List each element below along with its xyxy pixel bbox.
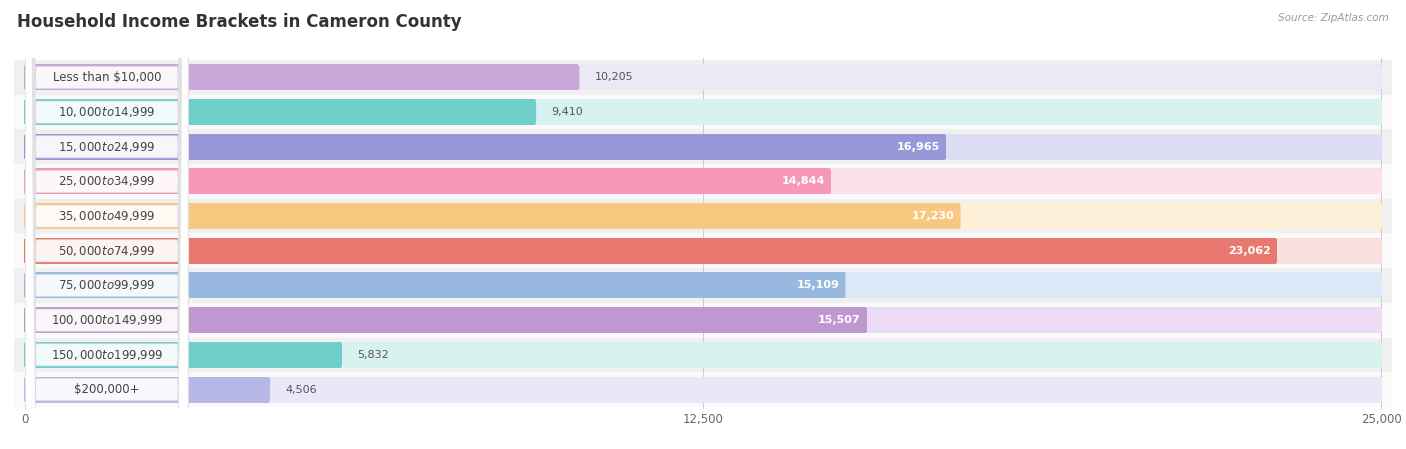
Bar bbox=[0, 164, 1406, 199]
FancyBboxPatch shape bbox=[25, 0, 188, 449]
Text: 10,205: 10,205 bbox=[595, 72, 633, 83]
Bar bbox=[0, 372, 1406, 407]
Bar bbox=[25, 342, 342, 368]
Text: $10,000 to $14,999: $10,000 to $14,999 bbox=[58, 105, 156, 119]
Text: 5,832: 5,832 bbox=[357, 350, 389, 360]
FancyBboxPatch shape bbox=[25, 0, 188, 449]
Bar bbox=[0, 303, 1406, 338]
Bar bbox=[25, 168, 830, 194]
Bar bbox=[25, 65, 1381, 90]
Text: 23,062: 23,062 bbox=[1227, 246, 1271, 256]
FancyBboxPatch shape bbox=[25, 0, 188, 449]
Text: $100,000 to $149,999: $100,000 to $149,999 bbox=[51, 313, 163, 327]
Text: 15,507: 15,507 bbox=[818, 315, 860, 325]
Bar bbox=[25, 168, 1381, 194]
Text: $25,000 to $34,999: $25,000 to $34,999 bbox=[58, 175, 156, 189]
FancyBboxPatch shape bbox=[25, 0, 188, 449]
Bar bbox=[25, 307, 1381, 333]
FancyBboxPatch shape bbox=[25, 0, 188, 449]
FancyBboxPatch shape bbox=[25, 0, 188, 449]
Bar bbox=[25, 134, 1381, 160]
Bar bbox=[0, 60, 1406, 95]
Bar bbox=[25, 99, 536, 125]
Text: $15,000 to $24,999: $15,000 to $24,999 bbox=[58, 140, 156, 154]
Bar bbox=[0, 199, 1406, 233]
FancyBboxPatch shape bbox=[25, 0, 188, 449]
Bar bbox=[0, 233, 1406, 268]
Bar bbox=[25, 273, 845, 299]
Text: 15,109: 15,109 bbox=[796, 281, 839, 291]
Text: 4,506: 4,506 bbox=[285, 384, 318, 395]
Text: 16,965: 16,965 bbox=[897, 142, 939, 152]
Text: $200,000+: $200,000+ bbox=[75, 383, 139, 396]
Bar bbox=[0, 95, 1406, 129]
Bar bbox=[25, 203, 959, 229]
Text: $75,000 to $99,999: $75,000 to $99,999 bbox=[58, 278, 156, 292]
Text: 17,230: 17,230 bbox=[911, 211, 955, 221]
Bar bbox=[25, 238, 1381, 264]
Text: 14,844: 14,844 bbox=[782, 176, 825, 186]
Bar bbox=[25, 238, 1275, 264]
Bar bbox=[25, 307, 866, 333]
Bar bbox=[25, 65, 578, 90]
Bar bbox=[25, 377, 270, 402]
Text: 9,410: 9,410 bbox=[551, 107, 583, 117]
Bar bbox=[0, 338, 1406, 372]
Text: Household Income Brackets in Cameron County: Household Income Brackets in Cameron Cou… bbox=[17, 13, 461, 31]
Bar bbox=[25, 342, 1381, 368]
Text: $150,000 to $199,999: $150,000 to $199,999 bbox=[51, 348, 163, 362]
Bar bbox=[25, 203, 1381, 229]
FancyBboxPatch shape bbox=[25, 0, 188, 449]
FancyBboxPatch shape bbox=[25, 0, 188, 449]
Bar bbox=[0, 268, 1406, 303]
Text: $35,000 to $49,999: $35,000 to $49,999 bbox=[58, 209, 156, 223]
Bar bbox=[0, 129, 1406, 164]
FancyBboxPatch shape bbox=[25, 0, 188, 449]
Bar bbox=[25, 273, 1381, 299]
Text: Less than $10,000: Less than $10,000 bbox=[52, 71, 162, 84]
Text: $50,000 to $74,999: $50,000 to $74,999 bbox=[58, 244, 156, 258]
Bar bbox=[25, 99, 1381, 125]
Bar bbox=[25, 377, 1381, 402]
Bar bbox=[25, 134, 945, 160]
Text: Source: ZipAtlas.com: Source: ZipAtlas.com bbox=[1278, 13, 1389, 23]
